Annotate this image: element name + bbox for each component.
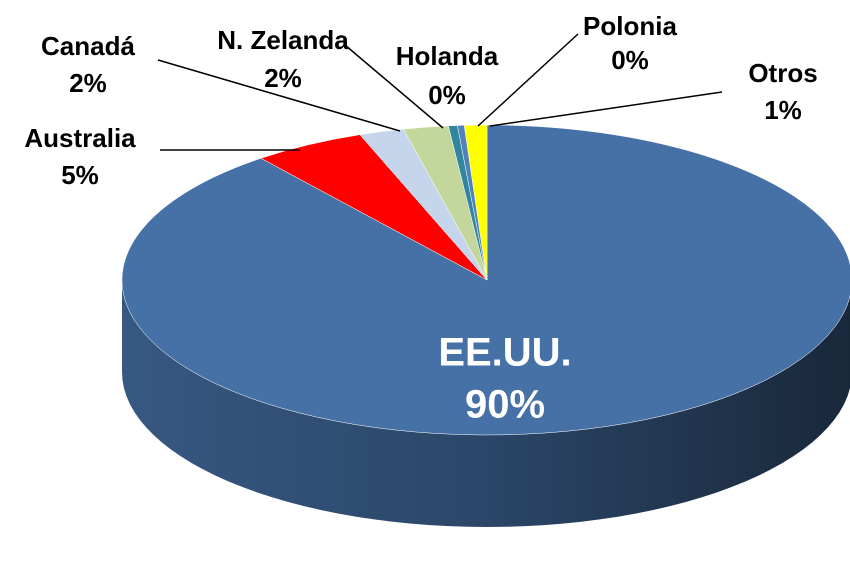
category-label: Holanda <box>396 41 499 71</box>
leader-lines <box>157 33 723 151</box>
labels: EE.UU. 90% Australia 5% Canadá 2% N. Zelanda 2%… <box>24 11 817 427</box>
value-label: 90% <box>465 383 545 427</box>
value-label: 2% <box>69 68 107 98</box>
pie-tops <box>121 124 850 436</box>
value-label: 5% <box>61 160 99 190</box>
category-label: Polonia <box>583 11 677 41</box>
leader-line <box>344 44 444 129</box>
category-label: N. Zelanda <box>217 25 349 55</box>
value-label: 1% <box>764 95 802 125</box>
leader-line <box>477 33 579 127</box>
pie-sides <box>122 280 850 527</box>
slice <box>463 124 488 281</box>
slice-side <box>122 280 850 527</box>
category-label: Otros <box>748 58 817 88</box>
leader-line <box>157 59 401 132</box>
category-label: EE.UU. <box>438 331 571 375</box>
slice <box>121 124 850 436</box>
value-label: 0% <box>611 45 649 75</box>
value-label: 0% <box>428 80 466 110</box>
value-label: 2% <box>264 63 302 93</box>
category-label: Canadá <box>41 31 135 61</box>
leader-line <box>489 91 723 127</box>
category-label: Australia <box>24 123 136 153</box>
